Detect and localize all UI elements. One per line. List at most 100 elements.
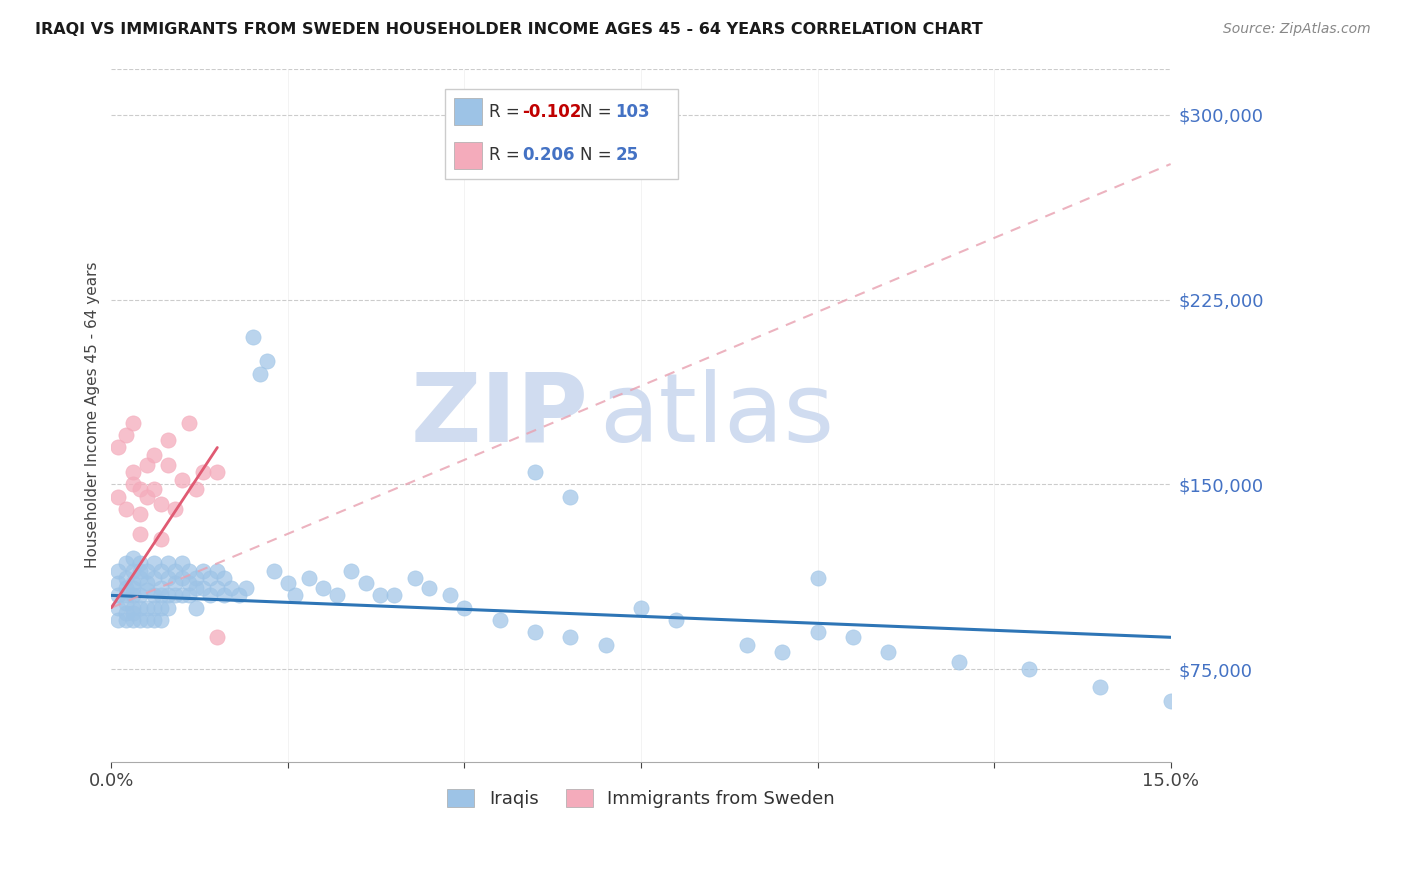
Point bbox=[186, 571, 208, 585]
Point bbox=[128, 564, 150, 578]
Point bbox=[142, 557, 165, 571]
Point bbox=[193, 465, 215, 479]
Point bbox=[177, 576, 200, 591]
Point bbox=[135, 600, 157, 615]
Point bbox=[149, 564, 172, 578]
Point bbox=[149, 613, 172, 627]
Point bbox=[256, 354, 278, 368]
Text: IRAQI VS IMMIGRANTS FROM SWEDEN HOUSEHOLDER INCOME AGES 45 - 64 YEARS CORRELATIO: IRAQI VS IMMIGRANTS FROM SWEDEN HOUSEHOL… bbox=[35, 22, 983, 37]
Point bbox=[163, 502, 186, 516]
Y-axis label: Householder Income Ages 45 - 64 years: Householder Income Ages 45 - 64 years bbox=[86, 262, 100, 568]
Point bbox=[121, 477, 143, 491]
Point bbox=[524, 625, 547, 640]
Point bbox=[1160, 694, 1182, 708]
Point bbox=[163, 564, 186, 578]
Point bbox=[149, 532, 172, 546]
Point bbox=[128, 571, 150, 585]
Point bbox=[170, 571, 193, 585]
Point bbox=[326, 588, 349, 602]
Point bbox=[114, 428, 136, 442]
Point bbox=[877, 645, 900, 659]
Point bbox=[156, 433, 179, 447]
Point bbox=[249, 367, 271, 381]
Point bbox=[170, 473, 193, 487]
Point bbox=[114, 588, 136, 602]
Point bbox=[665, 613, 688, 627]
Point bbox=[163, 588, 186, 602]
Point bbox=[163, 576, 186, 591]
Point bbox=[200, 588, 222, 602]
Point bbox=[114, 557, 136, 571]
Point bbox=[107, 564, 129, 578]
Point bbox=[214, 588, 236, 602]
Point bbox=[128, 507, 150, 521]
Point bbox=[170, 588, 193, 602]
Point bbox=[142, 448, 165, 462]
Point bbox=[177, 588, 200, 602]
Point bbox=[382, 588, 405, 602]
Point bbox=[142, 483, 165, 497]
Point bbox=[404, 571, 426, 585]
Point bbox=[186, 581, 208, 595]
Point bbox=[156, 458, 179, 472]
Point bbox=[114, 581, 136, 595]
Point bbox=[193, 581, 215, 595]
Point bbox=[142, 613, 165, 627]
Point bbox=[630, 600, 652, 615]
Point bbox=[177, 416, 200, 430]
Point bbox=[207, 581, 229, 595]
Point bbox=[235, 581, 257, 595]
Point bbox=[354, 576, 377, 591]
Point bbox=[121, 465, 143, 479]
Point bbox=[135, 613, 157, 627]
Point bbox=[368, 588, 391, 602]
Point bbox=[284, 588, 307, 602]
Point bbox=[207, 465, 229, 479]
Legend: Iraqis, Immigrants from Sweden: Iraqis, Immigrants from Sweden bbox=[440, 781, 842, 815]
Point bbox=[439, 588, 461, 602]
Point bbox=[312, 581, 335, 595]
Text: Source: ZipAtlas.com: Source: ZipAtlas.com bbox=[1223, 22, 1371, 37]
Point bbox=[453, 600, 475, 615]
Point bbox=[128, 483, 150, 497]
Point bbox=[135, 583, 157, 598]
Point bbox=[121, 606, 143, 620]
Point bbox=[842, 630, 865, 644]
Point bbox=[128, 600, 150, 615]
Point bbox=[560, 630, 582, 644]
Point bbox=[277, 576, 299, 591]
Text: ZIP: ZIP bbox=[411, 368, 588, 462]
Point bbox=[524, 465, 547, 479]
Point bbox=[488, 613, 510, 627]
Point bbox=[200, 571, 222, 585]
Point bbox=[149, 600, 172, 615]
Point bbox=[128, 557, 150, 571]
Point bbox=[121, 600, 143, 615]
Point bbox=[806, 625, 828, 640]
Point bbox=[121, 551, 143, 566]
Point bbox=[156, 557, 179, 571]
Point bbox=[128, 526, 150, 541]
Point bbox=[1018, 662, 1040, 676]
Point bbox=[107, 441, 129, 455]
Point bbox=[228, 588, 250, 602]
Point bbox=[107, 600, 129, 615]
Point bbox=[135, 576, 157, 591]
Point bbox=[107, 613, 129, 627]
Point bbox=[418, 581, 440, 595]
Point bbox=[128, 588, 150, 602]
Point bbox=[207, 564, 229, 578]
Point bbox=[735, 638, 758, 652]
Point bbox=[340, 564, 363, 578]
Point bbox=[121, 588, 143, 602]
Point bbox=[806, 571, 828, 585]
Point bbox=[170, 557, 193, 571]
Point bbox=[114, 596, 136, 610]
Point bbox=[186, 600, 208, 615]
Point bbox=[214, 571, 236, 585]
Point bbox=[207, 630, 229, 644]
Point bbox=[560, 490, 582, 504]
Point bbox=[121, 576, 143, 591]
Point bbox=[121, 416, 143, 430]
Point bbox=[128, 613, 150, 627]
